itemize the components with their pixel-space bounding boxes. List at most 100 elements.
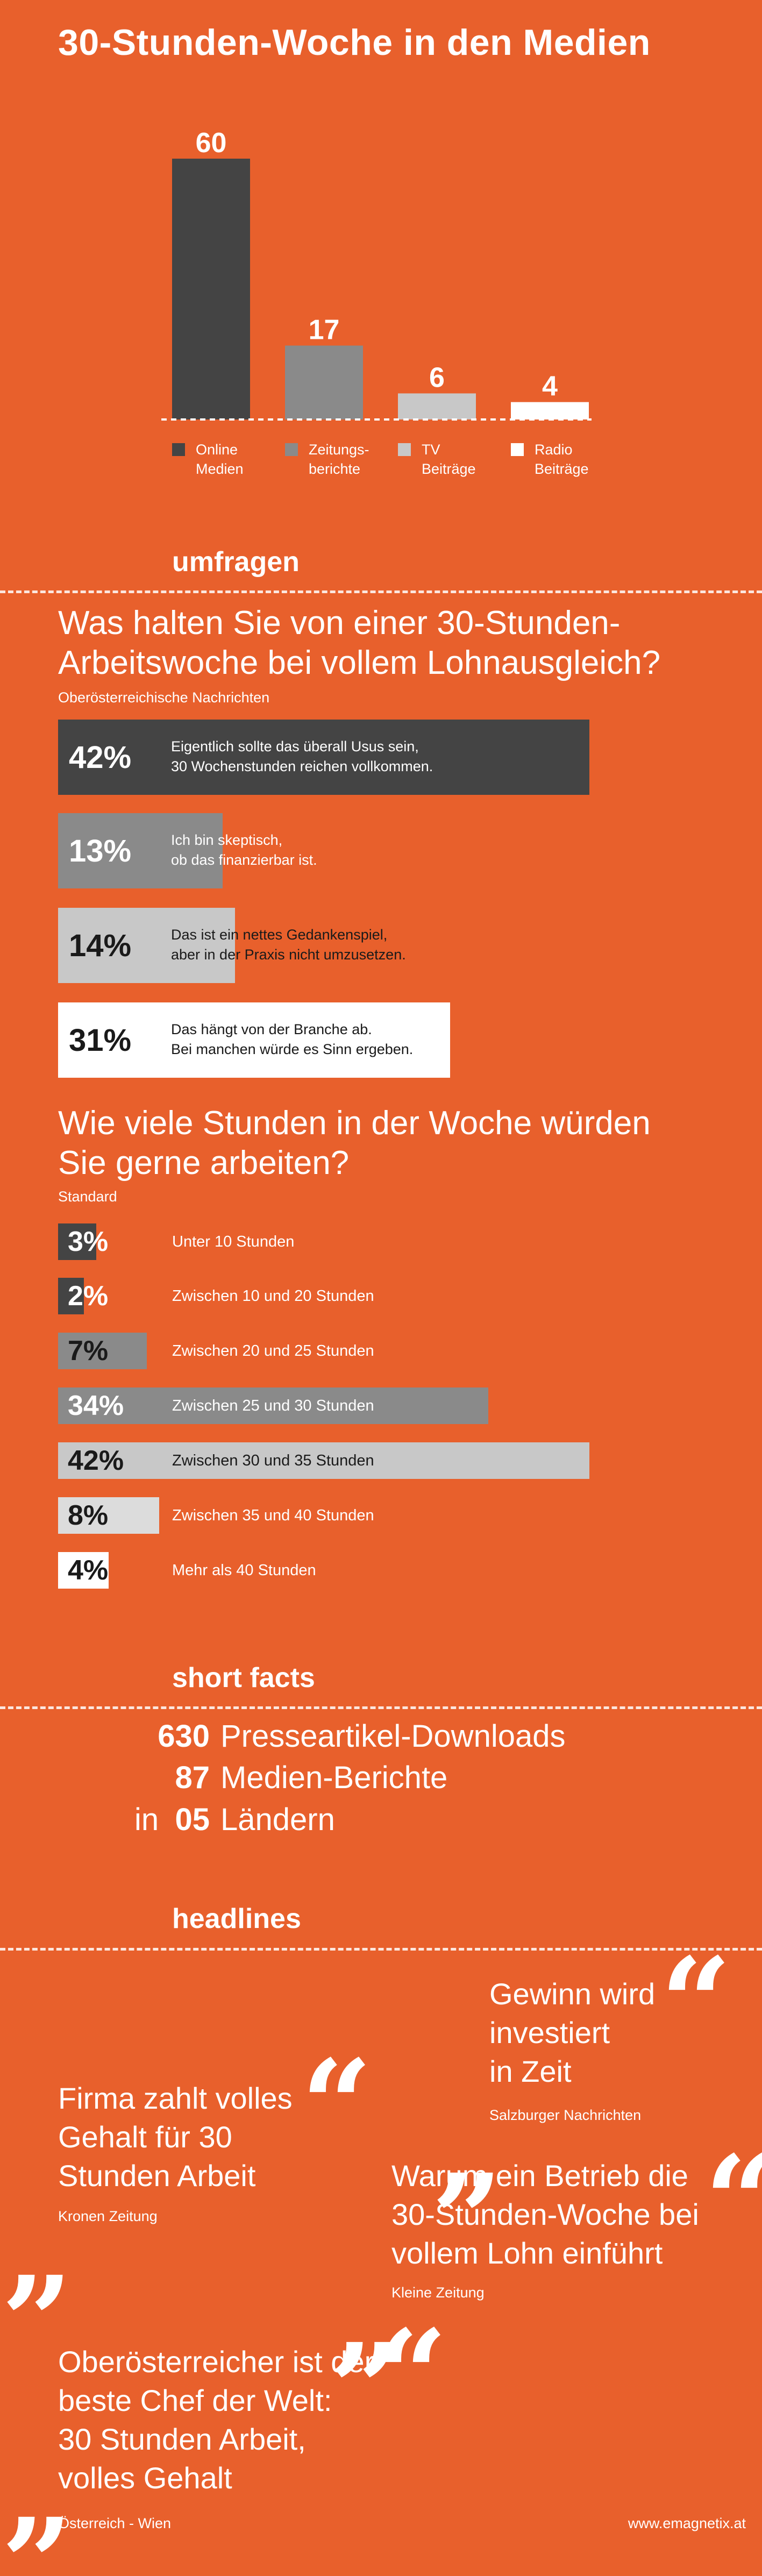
headline-2-line: Firma zahlt volles bbox=[58, 2081, 293, 2115]
headline-1-line: investiert bbox=[489, 2016, 610, 2050]
legend-swatch bbox=[285, 443, 298, 456]
headline-4-source: Österreich - Wien bbox=[58, 2515, 172, 2531]
bar-zeitungsberichte bbox=[285, 345, 363, 419]
legend-swatch bbox=[511, 443, 524, 456]
question2-bar bbox=[58, 1442, 589, 1479]
question1-bar-percent: 31% bbox=[69, 1022, 132, 1058]
question2-category: Zwischen 30 und 35 Stunden bbox=[172, 1451, 374, 1469]
divider-umfragen bbox=[0, 590, 762, 593]
headline-4-line: 30 Stunden Arbeit, bbox=[58, 2422, 306, 2456]
question2-category: Zwischen 10 und 20 Stunden bbox=[172, 1287, 374, 1305]
divider-short-facts bbox=[0, 1706, 762, 1709]
question1-title: Was halten Sie von einer 30-Stunden- Arb… bbox=[58, 603, 660, 683]
fact-number: 05 bbox=[175, 1802, 210, 1837]
question2-bar-percent: 3% bbox=[68, 1226, 109, 1257]
question1-bar-percent: 42% bbox=[69, 739, 132, 775]
question2-bar bbox=[58, 1223, 96, 1260]
bar-value-label: 60 bbox=[196, 127, 227, 159]
headline-4: Oberösterreicher ist der beste Chef der … bbox=[58, 2343, 374, 2497]
question1-line2: Arbeitswoche bei vollem Lohnausgleich? bbox=[58, 644, 661, 681]
fact-text: Ländern bbox=[220, 1802, 335, 1837]
bar-radio-beitr-ge bbox=[511, 402, 589, 419]
quote-mark-icon: “ bbox=[660, 1931, 732, 2076]
quote-mark-icon: “ bbox=[301, 2033, 373, 2178]
legend-label: Radio Beiträge bbox=[535, 442, 589, 477]
footer-url[interactable]: www.emagnetix.at bbox=[628, 2515, 746, 2531]
headline-1-source: Salzburger Nachrichten bbox=[489, 2107, 642, 2123]
question1-bar: 31% bbox=[58, 1002, 450, 1078]
question2-bar-percent: 8% bbox=[68, 1500, 109, 1531]
question2-source: Standard bbox=[58, 1189, 117, 1205]
headline-3-line: Warum ein Betrieb die bbox=[391, 2159, 688, 2193]
headline-2: Firma zahlt volles Gehalt für 30 Stunden… bbox=[58, 2079, 293, 2195]
headline-2-line: Gehalt für 30 bbox=[58, 2120, 232, 2154]
question2-bar-percent: 42% bbox=[68, 1445, 124, 1476]
question2-category: Mehr als 40 Stunden bbox=[172, 1561, 316, 1579]
question2-bar bbox=[58, 1387, 488, 1424]
fact-prefix: in bbox=[134, 1802, 159, 1837]
headline-3-line: 30-Stunden-Woche bei bbox=[391, 2197, 699, 2231]
question2-title: Wie viele Stunden in der Woche würden Si… bbox=[58, 1104, 651, 1183]
headline-1-line: Gewinn wird bbox=[489, 1977, 656, 2011]
question1-answer: Das ist ein nettes Gedankenspiel, aber in… bbox=[171, 927, 406, 963]
headline-2-line: Stunden Arbeit bbox=[58, 2159, 256, 2193]
headline-1-line: in Zeit bbox=[489, 2054, 572, 2088]
question2-bar bbox=[58, 1333, 147, 1369]
page-title: 30-Stunden-Woche in den Medien bbox=[58, 22, 651, 63]
question1-answer: Ich bin skeptisch, ob das finanzierbar is… bbox=[171, 832, 317, 868]
divider-headlines bbox=[0, 1948, 762, 1951]
question2-bar-percent: 7% bbox=[68, 1335, 109, 1367]
question1-bar-percent: 14% bbox=[69, 928, 132, 963]
chart-legend: Online Medien Zeitungs-berichte TV Beiträge R… bbox=[172, 440, 656, 483]
bar-value-label: 6 bbox=[429, 362, 445, 394]
question1-bar: 42% bbox=[58, 720, 589, 795]
question2-bar bbox=[58, 1497, 159, 1534]
question2-category: Zwischen 25 und 30 Stunden bbox=[172, 1397, 374, 1414]
headline-3: Warum ein Betrieb die 30-Stunden-Woche b… bbox=[391, 2157, 699, 2273]
headline-1: Gewinn wird investiert in Zeit bbox=[489, 1975, 655, 2091]
question1-line1: Was halten Sie von einer 30-Stunden- bbox=[58, 604, 621, 642]
headline-4-line: beste Chef der Welt: bbox=[58, 2383, 332, 2417]
bar-tv-beitr-ge bbox=[398, 393, 476, 419]
legend-label: Online Medien bbox=[196, 442, 244, 477]
question1-bar: 14% bbox=[58, 908, 235, 983]
headline-4-line: volles Gehalt bbox=[58, 2461, 232, 2495]
legend-label: TV Beiträge bbox=[422, 442, 476, 477]
quote-mark-icon: “ bbox=[704, 2139, 762, 2263]
headline-3-source: Kleine Zeitung bbox=[391, 2285, 485, 2301]
fact-text: Medien-Berichte bbox=[220, 1760, 448, 1795]
fact-text: Presseartikel-Downloads bbox=[220, 1719, 566, 1754]
bar-value-label: 4 bbox=[542, 371, 558, 402]
question2-bar bbox=[58, 1552, 109, 1589]
question2-category: Zwischen 35 und 40 Stunden bbox=[172, 1506, 374, 1524]
headline-3-line: vollem Lohn einführt bbox=[391, 2236, 663, 2270]
question2-line1: Wie viele Stunden in der Woche würden bbox=[58, 1105, 651, 1142]
bar-online-medien bbox=[172, 159, 250, 419]
question2-bar-percent: 2% bbox=[68, 1280, 109, 1312]
media-bar-chart: 60 17 6 4 bbox=[161, 127, 592, 421]
quote-mark-icon: “ bbox=[376, 2303, 448, 2448]
fact-number: 630 bbox=[158, 1719, 210, 1754]
question1-bar: 13% bbox=[58, 813, 223, 888]
section-headlines: headlines bbox=[172, 1903, 301, 1934]
question2-category: Unter 10 Stunden bbox=[172, 1233, 295, 1250]
question1-bar-percent: 13% bbox=[69, 833, 132, 869]
quote-mark-low-icon: “ bbox=[0, 2431, 72, 2576]
headline-2-source: Kronen Zeitung bbox=[58, 2208, 158, 2224]
question2-bar-percent: 34% bbox=[68, 1390, 124, 1421]
question2-category: Zwischen 20 und 25 Stunden bbox=[172, 1342, 374, 1360]
question2-bar-percent: 4% bbox=[68, 1555, 109, 1586]
section-umfragen: umfragen bbox=[172, 546, 300, 578]
fact-number: 87 bbox=[175, 1760, 210, 1795]
question1-source: Oberösterreichische Nachrichten bbox=[58, 689, 270, 706]
question2-bar bbox=[58, 1278, 84, 1314]
legend-swatch bbox=[172, 443, 185, 456]
bar-value-label: 17 bbox=[309, 315, 340, 346]
headline-4-line: Oberösterreicher ist der bbox=[58, 2345, 375, 2379]
question1-answer: Eigentlich sollte das überall Usus sein,… bbox=[171, 738, 433, 774]
section-short-facts: short facts bbox=[172, 1662, 315, 1693]
legend-swatch bbox=[398, 443, 411, 456]
question2-line2: Sie gerne arbeiten? bbox=[58, 1144, 350, 1182]
legend-label: Zeitungs-berichte bbox=[309, 442, 369, 477]
question1-answer: Das hängt von der Branche ab. Bei manchen… bbox=[171, 1021, 414, 1057]
